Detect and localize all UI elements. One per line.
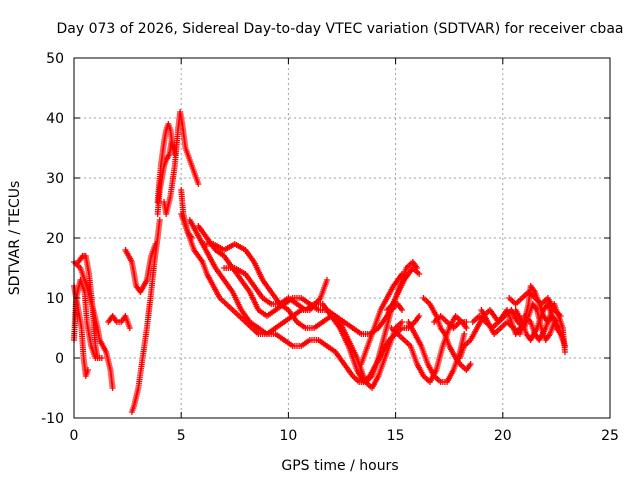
y-tick-label: 50 [46,51,64,67]
y-tick-label: 0 [55,351,64,367]
data-point [561,349,568,355]
data-points [71,109,568,415]
x-tick-label: 10 [279,428,297,444]
data-point [169,145,176,151]
data-point [323,277,330,283]
data-series [431,313,470,331]
data-series [122,241,159,295]
y-tick-label: -10 [41,411,64,427]
data-series [384,259,421,313]
data-point [461,331,468,337]
x-axis-label: GPS time / hours [281,458,398,474]
y-tick-label: 20 [46,231,64,247]
data-series [128,217,163,415]
data-point [195,181,202,187]
data-series [405,319,468,385]
x-tick-label: 15 [387,428,405,444]
x-tick-label: 20 [494,428,512,444]
axes: 0 5 10 15 20 25 -10 0 10 20 30 40 50 [41,51,619,444]
data-series [506,289,564,319]
data-point [109,385,116,391]
data-point [463,319,470,325]
y-tick-label: 30 [46,171,64,187]
data-point [94,355,101,361]
x-tick-label: 0 [70,428,79,444]
data-point [416,271,423,277]
data-point [84,367,91,373]
data-series [75,253,101,361]
data-point [463,325,470,331]
x-tick-label: 25 [601,428,619,444]
data-point [126,325,133,331]
data-series [105,313,133,331]
data-point [399,319,406,325]
data-point [156,217,163,223]
data-series [221,265,406,391]
y-axis-label: SDTVAR / TECUs [7,181,23,296]
data-point [557,313,564,319]
chart-title: Day 073 of 2026, Sidereal Day-to-day VTE… [57,21,624,37]
data-point [414,265,421,271]
data-point [467,361,474,367]
x-tick-label: 5 [177,428,186,444]
data-point [416,313,423,319]
data-series [161,109,202,217]
data-point [399,307,406,313]
data-series [154,121,176,205]
y-tick-label: 40 [46,111,64,127]
y-tick-label: 10 [46,291,64,307]
